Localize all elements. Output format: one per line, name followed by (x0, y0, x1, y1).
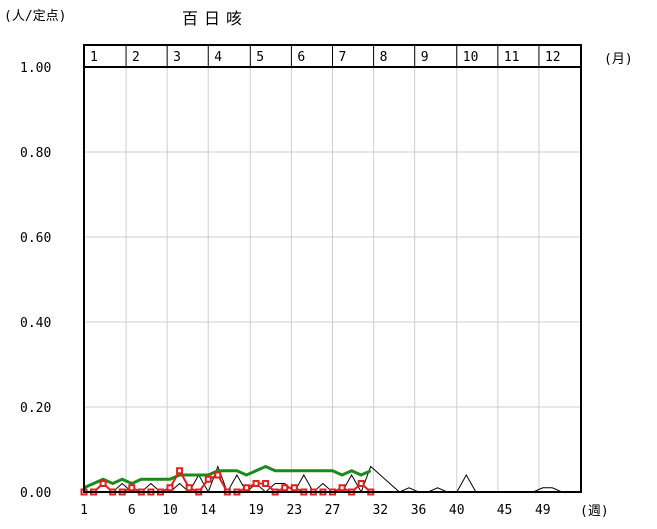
x-tick-label: 49 (535, 503, 551, 518)
series-3-point (242, 484, 250, 492)
month-label: 3 (173, 50, 181, 65)
month-unit-label: (月) (604, 52, 633, 67)
month-band: 1 2 3 4 5 6 7 8 9 10 11 12 (84, 45, 581, 68)
x-tick-label: 36 (411, 503, 427, 518)
series-3-point (204, 475, 212, 483)
month-label: 10 (463, 50, 479, 65)
month-label: 7 (339, 50, 347, 65)
x-axis-label: (週) (580, 504, 609, 519)
x-tick-label: 32 (372, 503, 388, 518)
month-label: 12 (545, 50, 561, 65)
y-tick-labels: 0.00 0.20 0.40 0.60 0.80 1.00 (20, 61, 51, 501)
x-tick-label: 19 (248, 503, 264, 518)
month-label: 5 (256, 50, 264, 65)
series-3-point (357, 480, 365, 487)
month-label: 2 (132, 50, 140, 65)
x-tick-label: 40 (449, 503, 465, 518)
series-3-point (128, 484, 136, 492)
chart-title: 百日咳 (182, 9, 248, 28)
x-tick-label: 10 (162, 503, 178, 518)
series-line-2 (83, 464, 372, 490)
x-tick-label: 1 (80, 503, 88, 518)
x-tick-label: 6 (128, 503, 136, 518)
grid-lines (84, 67, 581, 492)
x-tick-label: 23 (286, 503, 302, 518)
series-3-point (166, 484, 174, 492)
month-label: 6 (297, 50, 305, 65)
y-axis-label: (人/定点) (4, 9, 66, 24)
x-tick-label: 27 (325, 503, 341, 518)
month-label: 8 (380, 50, 388, 65)
y-tick-label: 0.20 (20, 401, 51, 416)
month-label: 11 (504, 50, 520, 65)
series-3-point (338, 484, 346, 492)
x-tick-labels: 1 6 10 14 19 23 27 32 36 40 45 49 (80, 503, 551, 518)
month-label: 9 (421, 50, 429, 65)
x-tick-label: 45 (497, 503, 513, 518)
plot-frame (83, 44, 582, 493)
series-3-point (252, 480, 260, 487)
series-3-point (281, 484, 289, 492)
month-label: 1 (90, 50, 98, 65)
y-tick-label: 0.00 (20, 486, 51, 501)
series-3-point (185, 484, 193, 492)
y-tick-label: 0.60 (20, 231, 51, 246)
series-3-point (214, 471, 222, 479)
series-3-point (99, 480, 107, 487)
month-label: 4 (214, 50, 222, 65)
series-3-point (262, 480, 270, 487)
x-tick-label: 14 (200, 503, 216, 518)
y-tick-label: 1.00 (20, 61, 51, 76)
series-3-point (290, 484, 298, 492)
y-tick-label: 0.80 (20, 146, 51, 161)
y-tick-label: 0.40 (20, 316, 51, 331)
series-3-point (176, 467, 184, 475)
